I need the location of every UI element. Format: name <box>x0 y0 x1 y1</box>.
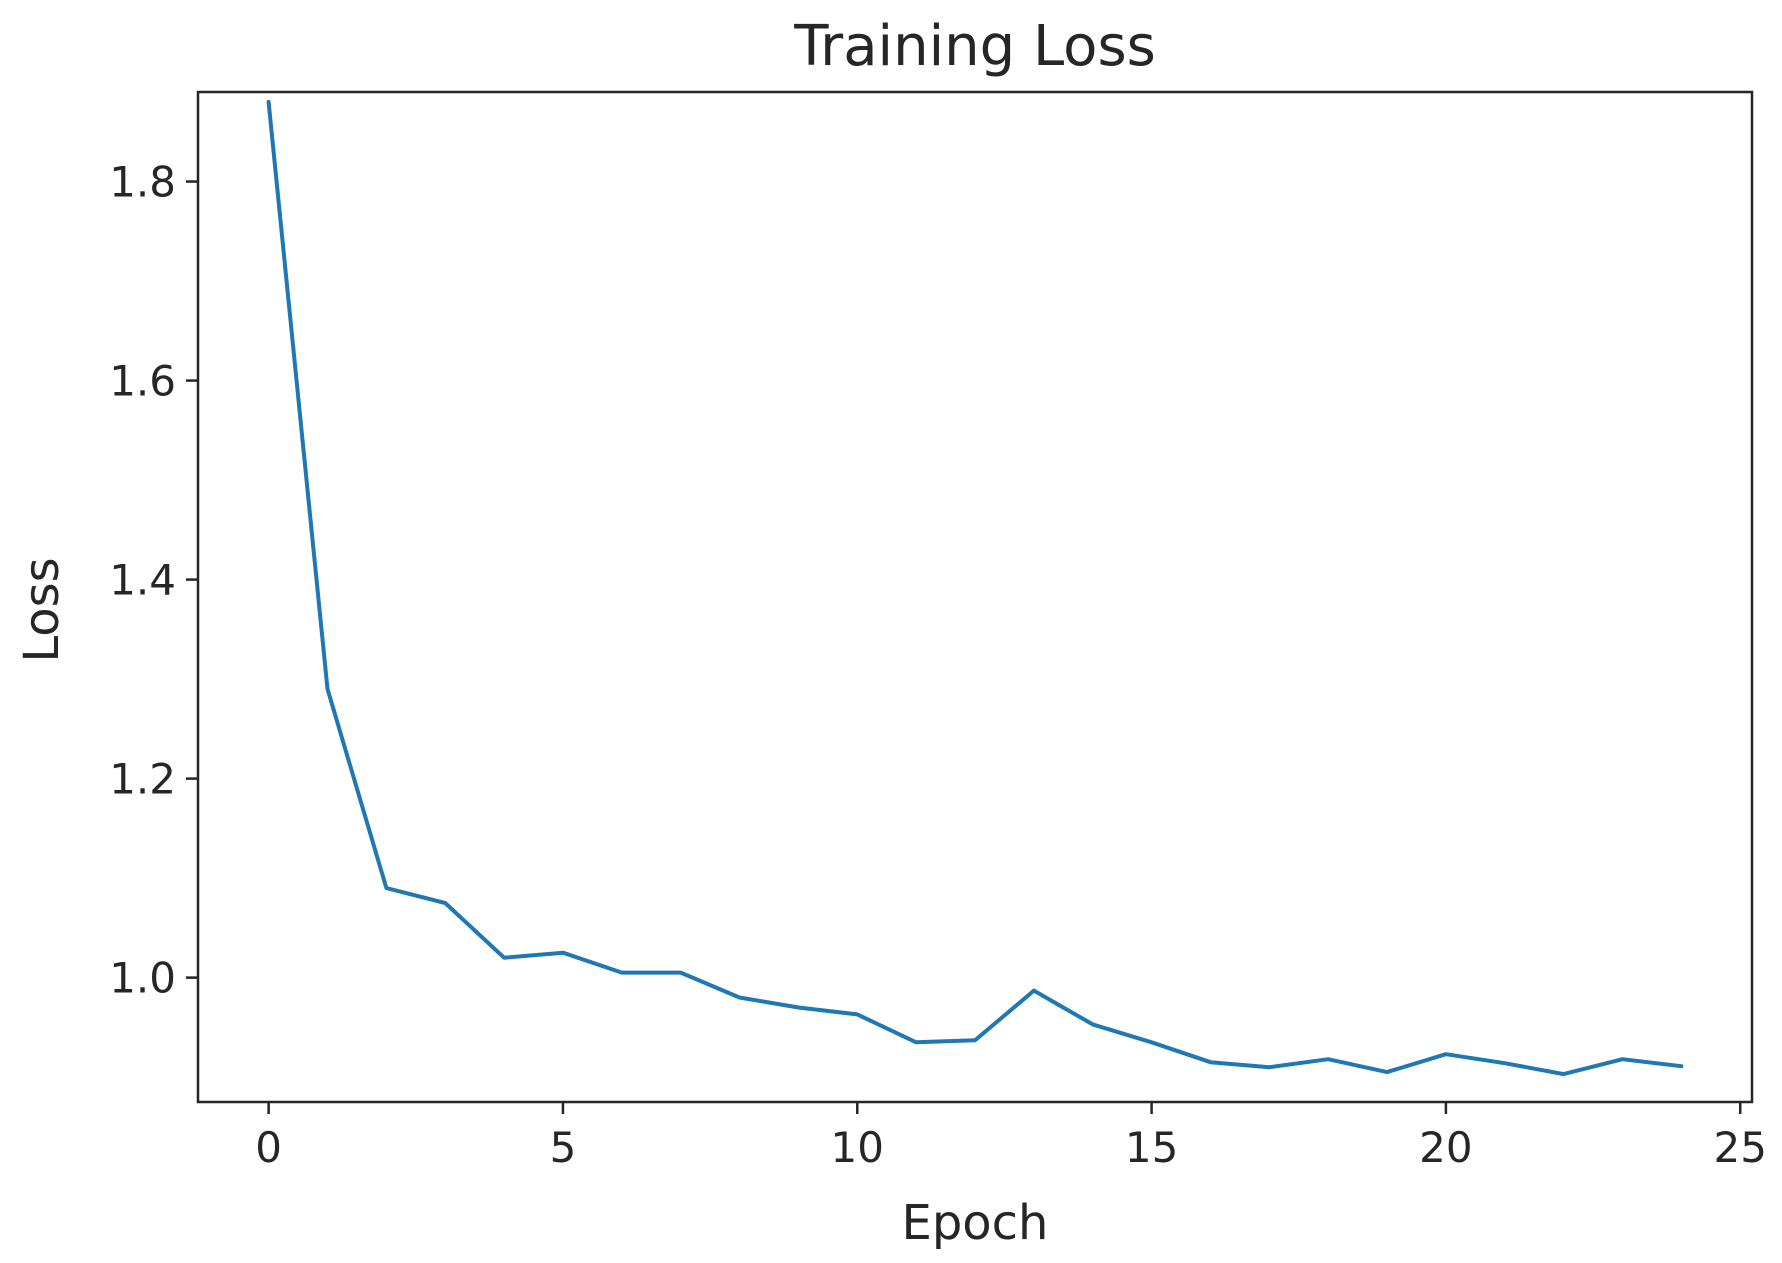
x-tick-label: 10 <box>831 1123 884 1172</box>
series-layer <box>266 100 1684 1077</box>
y-tick-label: 1.6 <box>109 357 176 406</box>
y-tick-label: 1.4 <box>109 556 176 605</box>
y-tick-label: 1.0 <box>109 954 176 1003</box>
plot-area <box>196 90 1754 1104</box>
y-tick-label: 1.8 <box>109 158 176 207</box>
x-tick-label: 0 <box>255 1123 282 1172</box>
x-axis-ticks: 0 5 10 15 20 25 <box>255 1102 1767 1172</box>
x-tick-label: 20 <box>1419 1123 1472 1172</box>
chart-title: Training Loss <box>793 14 1156 79</box>
x-axis-label: Epoch <box>902 1195 1049 1251</box>
x-tick-label: 25 <box>1714 1123 1767 1172</box>
y-axis-ticks: 1.0 1.2 1.4 1.6 1.8 <box>109 158 198 1003</box>
x-tick-label: 5 <box>550 1123 577 1172</box>
y-axis-label: Loss <box>14 557 70 662</box>
series-line <box>266 100 1684 1077</box>
y-tick-label: 1.2 <box>109 755 176 804</box>
x-tick-label: 15 <box>1125 1123 1178 1172</box>
